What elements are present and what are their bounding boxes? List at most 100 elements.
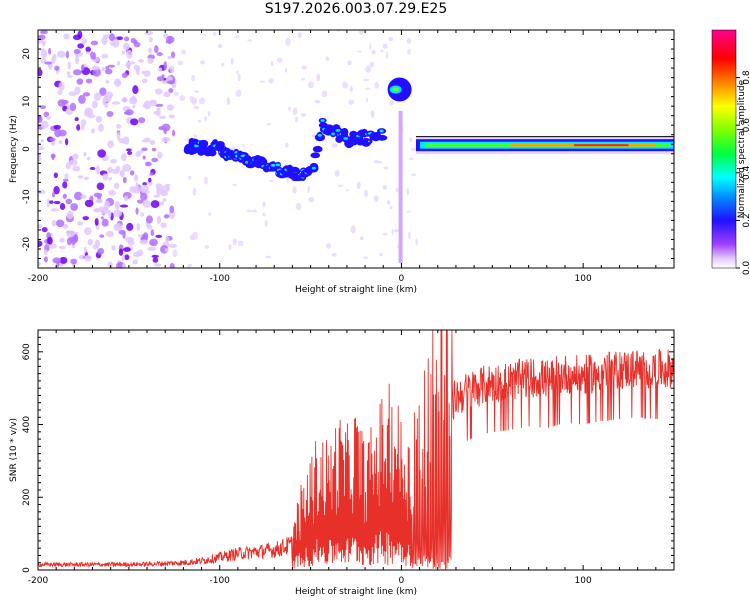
noise-blob xyxy=(374,159,379,164)
noise-blob xyxy=(377,160,383,164)
noise-blob xyxy=(70,258,78,265)
noise-blob xyxy=(113,182,120,190)
noise-blob xyxy=(94,208,100,213)
noise-blob xyxy=(130,118,139,126)
noise-blob xyxy=(40,48,45,52)
noise-blob xyxy=(103,200,111,210)
noise-blob xyxy=(95,199,103,204)
noise-blob xyxy=(193,134,198,138)
noise-blob xyxy=(58,245,67,250)
noise-blob xyxy=(267,122,271,126)
noise-blob xyxy=(53,172,58,179)
noise-blob xyxy=(197,119,202,123)
noise-blob xyxy=(365,65,372,73)
noise-blob xyxy=(165,40,172,44)
noise-blob xyxy=(365,87,371,90)
y-tick-label: 600 xyxy=(22,343,32,360)
noise-blob xyxy=(168,114,175,119)
noise-blob xyxy=(57,90,63,95)
noise-blob xyxy=(38,154,42,162)
noise-blob xyxy=(120,153,127,162)
noise-blob xyxy=(62,181,68,189)
noise-blob xyxy=(163,33,169,39)
noise-blob xyxy=(85,46,91,53)
noise-blob xyxy=(262,201,266,207)
noise-blob xyxy=(342,81,348,89)
noise-blob xyxy=(121,262,127,268)
noise-blob xyxy=(241,144,245,147)
noise-blob xyxy=(118,137,127,144)
noise-blob xyxy=(68,91,77,97)
noise-blob xyxy=(130,95,137,103)
snr-frame xyxy=(37,329,675,571)
noise-blob xyxy=(133,174,139,182)
noise-blob xyxy=(363,78,370,82)
noise-blob xyxy=(307,81,314,89)
noise-blob xyxy=(158,67,163,72)
noise-blob xyxy=(144,161,152,167)
noise-blob xyxy=(191,97,198,105)
noise-blob xyxy=(300,78,306,81)
noise-blob xyxy=(105,79,110,84)
noise-blob xyxy=(84,254,92,262)
noise-blob xyxy=(67,74,73,79)
noise-blob xyxy=(99,234,105,238)
noise-blob xyxy=(146,181,153,186)
y-tick-label: 200 xyxy=(22,488,32,505)
noise-blob xyxy=(38,261,41,267)
noise-blob xyxy=(94,239,101,248)
noise-blob xyxy=(116,123,122,129)
track-core xyxy=(317,134,322,137)
noise-blob xyxy=(161,200,165,206)
noise-blob xyxy=(356,181,361,190)
noise-blob xyxy=(126,222,134,231)
noise-blob xyxy=(168,88,174,93)
noise-blob xyxy=(84,199,94,208)
noise-blob xyxy=(81,37,87,45)
noise-blob xyxy=(82,92,91,97)
noise-blob xyxy=(363,189,368,198)
noise-blob xyxy=(142,200,151,208)
noise-blob xyxy=(346,188,349,192)
noise-blob xyxy=(149,100,158,106)
noise-blob xyxy=(149,36,153,43)
noise-blob xyxy=(200,60,206,65)
noise-blob xyxy=(52,257,62,264)
noise-blob xyxy=(57,50,66,58)
noise-blob xyxy=(166,104,174,111)
noise-blob xyxy=(382,185,388,190)
noise-blob xyxy=(148,177,152,183)
noise-blob xyxy=(72,69,82,76)
noise-blob xyxy=(246,209,253,213)
noise-blob xyxy=(383,166,389,170)
noise-blob xyxy=(49,200,54,204)
burst-streak xyxy=(398,110,403,264)
noise-blob xyxy=(105,66,110,70)
noise-blob xyxy=(294,116,299,123)
noise-blob xyxy=(179,95,186,101)
noise-blob xyxy=(64,173,69,180)
noise-blob xyxy=(208,212,212,217)
noise-blob xyxy=(169,205,175,214)
noise-blob xyxy=(194,90,200,93)
noise-blob xyxy=(144,30,154,36)
noise-blob xyxy=(40,120,49,129)
noise-blob xyxy=(193,106,200,110)
noise-blob xyxy=(100,216,104,220)
noise-blob xyxy=(393,229,400,233)
noise-blob xyxy=(270,60,274,67)
line-core xyxy=(574,144,629,147)
noise-blob xyxy=(151,157,159,163)
noise-blob xyxy=(292,107,298,116)
noise-blob xyxy=(85,78,93,84)
noise-blob xyxy=(58,140,63,144)
noise-blob xyxy=(262,212,266,217)
noise-blob xyxy=(287,106,292,111)
colorbar-label: Normalized spectral amplitude xyxy=(737,79,747,218)
noise-blob xyxy=(177,60,184,66)
colorbar-tick-label: 0.6 xyxy=(742,118,750,133)
noise-blob xyxy=(156,186,160,196)
noise-blob xyxy=(43,256,48,263)
noise-blob xyxy=(165,236,170,243)
